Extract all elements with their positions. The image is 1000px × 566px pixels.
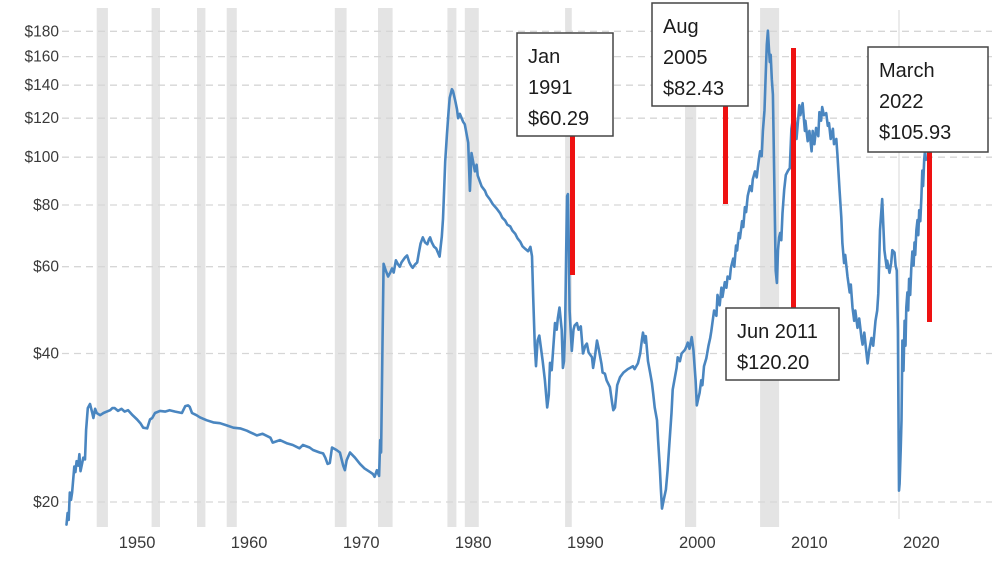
annotation-text-jun-2011: $120.20 (737, 352, 809, 374)
x-axis-tick-label: 1980 (455, 534, 492, 552)
recession-band (96, 8, 108, 527)
recession-band (334, 8, 347, 527)
price-line-crude-oil-price-inflation-adjusted (65, 29, 928, 526)
y-axis-tick-label: $120 (25, 110, 60, 127)
x-axis-tick-label: 2020 (903, 534, 940, 552)
annotation-text-jan-1991: 1991 (528, 77, 573, 99)
annotation-text-march-2022: 2022 (879, 91, 924, 113)
x-axis-tick-label: 1950 (119, 534, 156, 552)
annotation-text-aug-2005: $82.43 (663, 78, 724, 100)
annotation-text-jan-1991: Jan (528, 46, 560, 68)
annotation-box-jan-1991 (516, 32, 614, 137)
recession-band (447, 8, 457, 527)
x-axis-tick-label: 1970 (343, 534, 380, 552)
y-axis-tick-label: $140 (25, 77, 60, 94)
y-axis-tick-label: $100 (25, 149, 60, 166)
y-axis-tick-label: $40 (33, 346, 59, 363)
recession-band (197, 8, 206, 527)
recession-band (685, 8, 697, 527)
y-axis-tick-label: $160 (25, 49, 60, 66)
y-axis-tick-label: $180 (25, 23, 60, 40)
annotation-box-march-2022 (867, 46, 989, 153)
x-axis-tick-label: 1960 (231, 534, 268, 552)
x-axis-tick-label: 1990 (567, 534, 604, 552)
annotation-text-aug-2005: 2005 (663, 47, 708, 69)
y-axis-tick-label: $60 (33, 259, 59, 276)
y-axis-tick-label: $20 (33, 494, 59, 511)
annotation-text-jun-2011: Jun 2011 (737, 321, 818, 343)
annotation-text-march-2022: March (879, 60, 935, 82)
recession-band (226, 8, 237, 527)
annotation-text-jan-1991: $60.29 (528, 108, 589, 130)
annotation-box-jun-2011 (725, 307, 840, 381)
x-axis-tick-label: 2010 (791, 534, 828, 552)
y-axis-tick-label: $80 (33, 197, 59, 214)
annotation-text-aug-2005: Aug (663, 16, 699, 38)
x-axis-tick-label: 2000 (679, 534, 716, 552)
annotation-box-aug-2005 (651, 2, 749, 107)
recession-band (151, 8, 160, 527)
annotation-text-march-2022: $105.93 (879, 122, 951, 144)
